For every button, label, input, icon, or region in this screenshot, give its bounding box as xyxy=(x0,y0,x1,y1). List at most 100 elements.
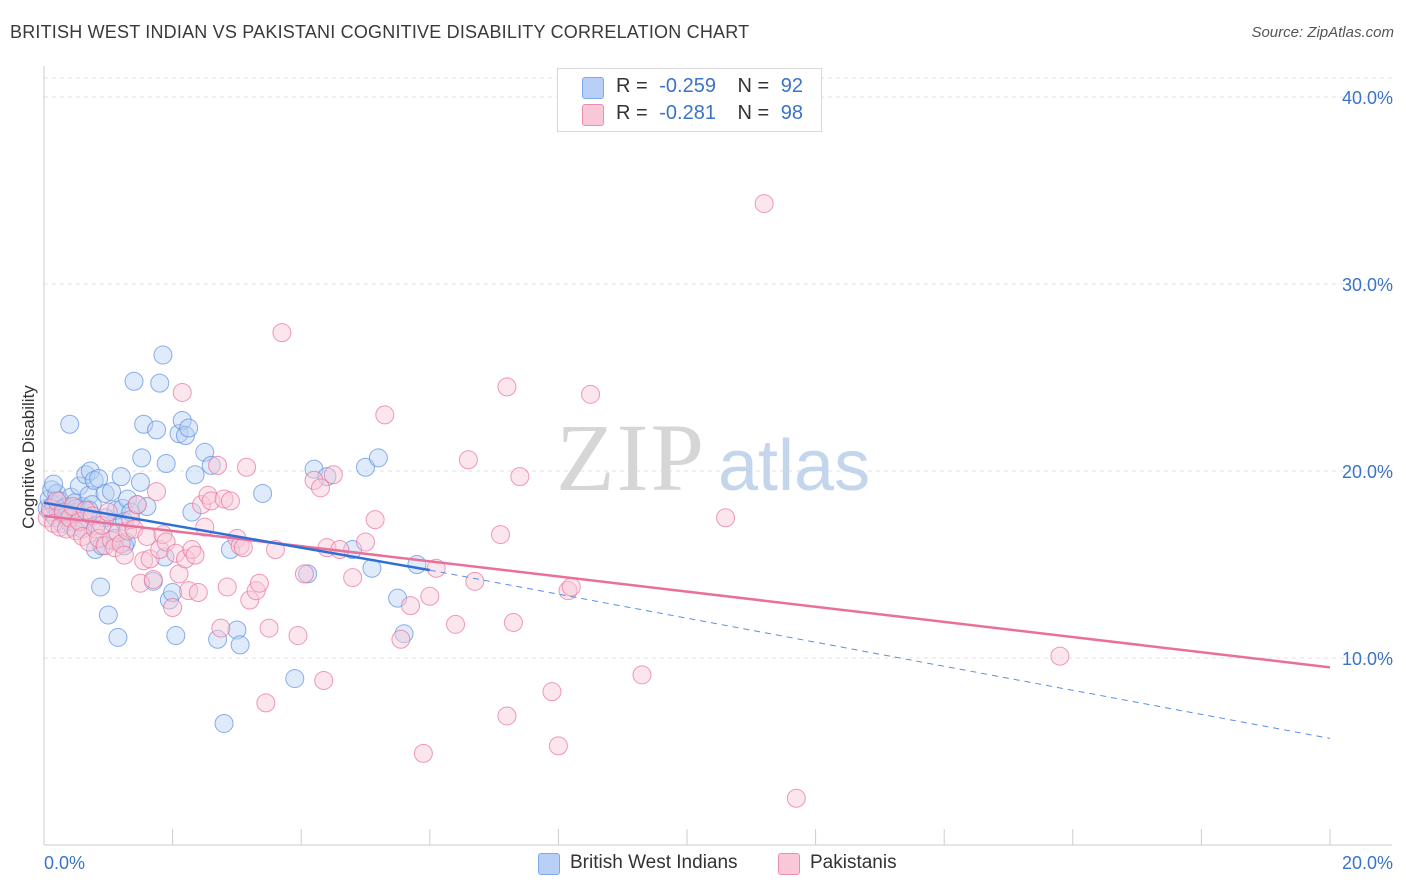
data-point xyxy=(446,614,466,634)
data-point xyxy=(172,382,192,402)
data-point xyxy=(510,467,530,487)
trend-line-blue-extension xyxy=(429,569,1331,739)
data-point xyxy=(356,532,375,552)
legend-swatch-pink xyxy=(778,853,800,875)
data-point xyxy=(754,194,774,214)
legend-swatch-pink xyxy=(582,104,604,126)
x-tick-label: 20.0% xyxy=(1342,853,1393,873)
y-tick-labels: 10.0% 20.0% 30.0% 40.0% xyxy=(1342,88,1393,669)
legend-swatch-blue xyxy=(582,77,604,99)
axes xyxy=(43,66,1392,846)
data-point xyxy=(114,545,134,565)
data-point xyxy=(85,540,105,560)
data-point xyxy=(132,448,152,468)
data-point xyxy=(317,467,337,487)
data-point xyxy=(44,474,64,494)
source-credit: Source: ZipAtlas.com xyxy=(1251,24,1394,41)
legend-n-label: N = xyxy=(737,102,770,124)
correlation-legend: R = -0.259 N = 92 R = -0.281 N = 98 xyxy=(557,68,822,132)
y-tick-label: 30.0% xyxy=(1342,275,1393,295)
data-point xyxy=(179,418,199,438)
data-point xyxy=(465,571,485,591)
data-point xyxy=(147,482,167,502)
data-point xyxy=(214,489,234,509)
data-point xyxy=(581,384,601,404)
data-point xyxy=(108,627,128,647)
data-point xyxy=(272,323,292,343)
data-point xyxy=(134,551,154,571)
data-point xyxy=(401,596,421,616)
data-point xyxy=(288,626,308,646)
data-point xyxy=(413,743,433,763)
data-point xyxy=(127,495,147,515)
data-point xyxy=(179,581,199,601)
data-point xyxy=(304,470,324,490)
data-point xyxy=(166,543,186,563)
legend-label: Pakistanis xyxy=(810,852,897,873)
trend-line-blue xyxy=(43,501,431,572)
data-point xyxy=(163,583,183,603)
data-point xyxy=(227,620,247,640)
x-tick-label: 0.0% xyxy=(44,853,85,873)
data-point xyxy=(365,510,385,530)
y-tick-label: 40.0% xyxy=(1342,88,1393,108)
legend-n-value: 92 xyxy=(780,75,804,97)
legend-r-value: -0.281 xyxy=(659,102,716,124)
data-point xyxy=(310,478,330,498)
data-point xyxy=(98,605,118,625)
data-point xyxy=(185,545,205,565)
legend-r-label: R = xyxy=(616,75,648,97)
data-point xyxy=(185,465,205,485)
data-point xyxy=(137,497,157,517)
data-point xyxy=(220,491,240,511)
data-point xyxy=(230,635,250,655)
data-point xyxy=(420,586,440,606)
data-point xyxy=(188,583,208,603)
data-point xyxy=(172,411,192,431)
data-point xyxy=(182,502,202,522)
data-point xyxy=(240,590,260,610)
data-point xyxy=(237,457,257,477)
data-point xyxy=(163,598,183,618)
data-point xyxy=(156,532,176,552)
data-point xyxy=(130,472,150,492)
data-point xyxy=(1050,646,1070,666)
data-point xyxy=(105,538,125,558)
data-point xyxy=(249,573,269,593)
data-point xyxy=(256,693,276,713)
data-point xyxy=(503,612,523,632)
legend-swatch-blue xyxy=(538,853,560,875)
data-point xyxy=(208,629,228,649)
legend-n-label: N = xyxy=(737,75,770,97)
data-point xyxy=(201,455,221,475)
data-point xyxy=(134,414,154,434)
data-point xyxy=(561,577,581,597)
data-point xyxy=(491,525,511,545)
data-point xyxy=(211,618,231,638)
data-point xyxy=(153,345,173,365)
data-point xyxy=(786,788,806,808)
y-axis-label: Cognitive Disability xyxy=(19,385,38,529)
data-point xyxy=(294,564,314,584)
data-point xyxy=(150,373,170,393)
data-point xyxy=(259,618,279,638)
data-point xyxy=(632,665,652,685)
y-tick-label: 10.0% xyxy=(1342,649,1393,669)
data-point xyxy=(375,405,395,425)
data-point xyxy=(343,568,363,588)
data-point xyxy=(368,448,388,468)
data-point xyxy=(458,450,478,470)
data-point xyxy=(91,577,111,597)
data-point xyxy=(60,414,80,434)
watermark: ZIP atlas xyxy=(556,404,870,511)
data-point xyxy=(394,624,414,644)
data-point xyxy=(150,540,170,560)
data-point xyxy=(542,682,562,702)
data-point xyxy=(95,483,115,503)
data-point xyxy=(166,626,186,646)
data-point xyxy=(143,569,163,589)
data-point xyxy=(214,713,234,733)
legend-n-value: 98 xyxy=(780,102,804,124)
data-point xyxy=(548,736,568,756)
data-point xyxy=(147,420,167,440)
